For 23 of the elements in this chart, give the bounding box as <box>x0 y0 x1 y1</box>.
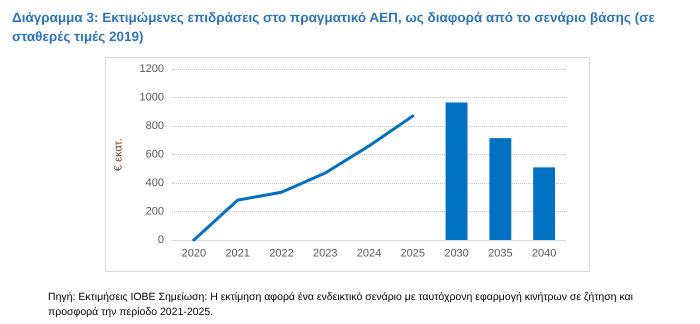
y-tick-label: 1000 <box>140 92 164 104</box>
text: Πηγή: Εκτιμήσεις ΙΟΒΕ Σημείωση: Η εκτίμηση αφορά ένα ενδεικτικό σενάριο με ταυτόχρονη εφαρμογή κινήτρων σε ζήτηση και προσφορά την περίοδο 2021-2025. <box>48 290 634 320</box>
bar <box>533 167 556 240</box>
chart-title: Διάγραμμα 3: Εκτιμώμενες επιδράσεις στο πραγματικό ΑΕΠ, ως διαφορά από το σενάριο βάσης (σε σταθερές τιμές 2019) <box>12 9 656 46</box>
x-tick-label: 2040 <box>532 248 556 260</box>
y-tick-label: 0 <box>158 234 164 246</box>
y-tick-label: 400 <box>146 177 164 189</box>
x-tick-label: 2023 <box>312 248 338 260</box>
x-tick-label: 2025 <box>400 248 426 260</box>
x-tick-label: 2030 <box>444 248 469 260</box>
x-tick-label: 2022 <box>269 248 294 260</box>
x-tick-label: 2035 <box>488 248 513 260</box>
y-tick-label: 800 <box>146 120 164 132</box>
y-axis-title: € εκατ. <box>112 138 124 172</box>
x-tick-label: 2024 <box>356 248 382 260</box>
y-tick-label: 200 <box>146 206 164 218</box>
x-tick-label: 2021 <box>225 248 250 260</box>
bar <box>446 102 468 240</box>
line-series <box>192 114 414 242</box>
bar <box>489 138 512 240</box>
y-tick-label: 1200 <box>140 63 164 75</box>
x-tick-label: 2020 <box>182 248 206 260</box>
y-tick-label: 600 <box>146 148 164 160</box>
